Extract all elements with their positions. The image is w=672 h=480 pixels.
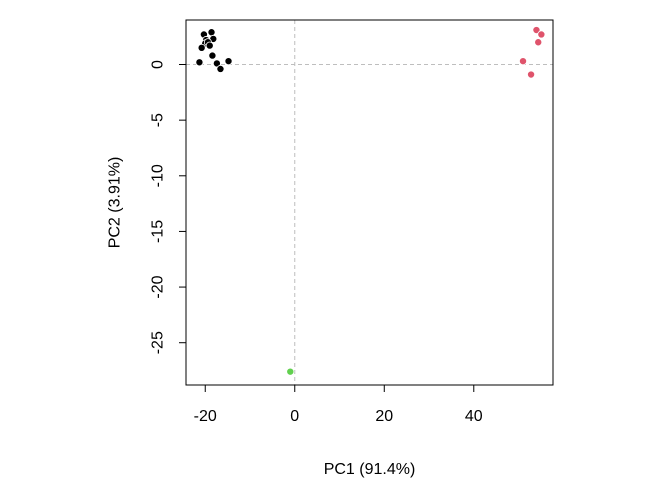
y-tick-label: -10 bbox=[150, 164, 167, 187]
data-points bbox=[195, 26, 546, 376]
data-point bbox=[207, 28, 216, 37]
y-tick-label: -5 bbox=[150, 113, 167, 127]
y-axis: 0 -5 -10 -15 -20 -25 bbox=[150, 60, 187, 354]
x-tick-label: 40 bbox=[465, 408, 483, 425]
y-tick-label: -20 bbox=[150, 275, 167, 298]
x-axis: -20 0 20 40 bbox=[194, 384, 483, 425]
data-point bbox=[195, 58, 204, 67]
y-axis-title: PC2 (3.91%) bbox=[107, 157, 124, 249]
x-axis-title: PC1 (91.4%) bbox=[324, 461, 416, 478]
data-point bbox=[197, 43, 206, 52]
data-point bbox=[519, 57, 528, 66]
reference-lines bbox=[186, 20, 553, 385]
data-point bbox=[534, 38, 543, 47]
data-point bbox=[286, 367, 295, 376]
data-point bbox=[527, 70, 536, 79]
data-point bbox=[532, 26, 541, 35]
y-tick-label: -15 bbox=[150, 220, 167, 243]
y-tick-label: 0 bbox=[150, 60, 167, 69]
x-tick-label: 0 bbox=[290, 408, 299, 425]
plot-frame bbox=[185, 19, 554, 386]
data-point bbox=[205, 41, 214, 50]
data-point bbox=[212, 59, 221, 68]
data-point bbox=[208, 51, 217, 60]
data-point bbox=[216, 64, 225, 73]
x-tick-label: -20 bbox=[194, 408, 217, 425]
data-point bbox=[224, 57, 233, 66]
x-tick-label: 20 bbox=[375, 408, 393, 425]
data-point bbox=[537, 30, 546, 39]
y-tick-label: -25 bbox=[150, 331, 167, 354]
